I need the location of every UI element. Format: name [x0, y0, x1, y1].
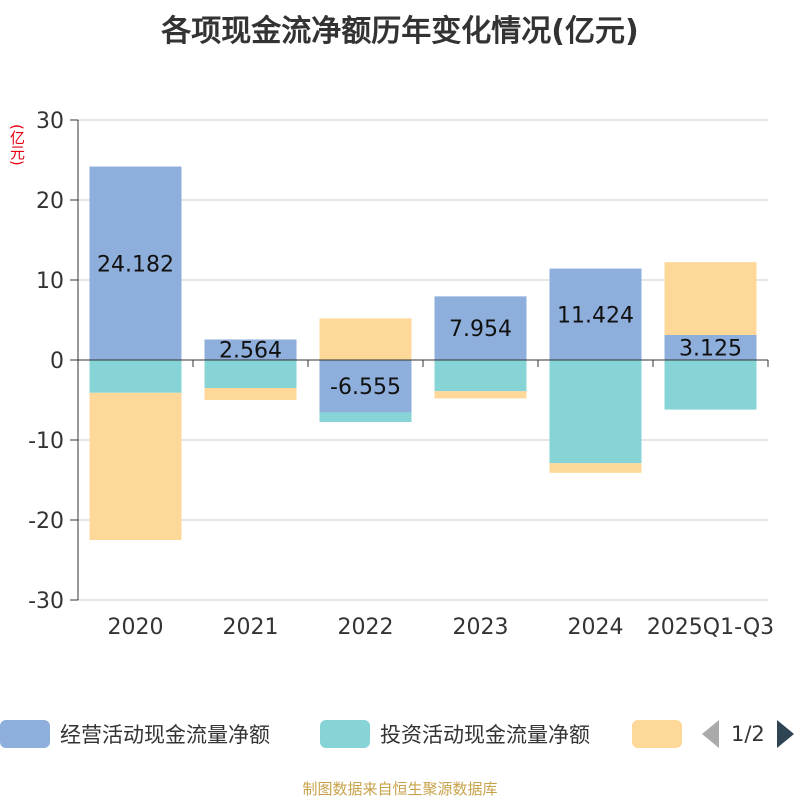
y-tick-label: 0: [50, 349, 64, 374]
legend-label-investing: 投资活动现金流量净额: [380, 723, 590, 747]
legend-pager: 1/2: [702, 712, 794, 756]
legend-swatch-third-series: [632, 720, 682, 748]
bar-operating-2025Q1-Q3: [664, 335, 757, 360]
bar-third-series-2021: [204, 388, 297, 400]
bar-investing-2023: [434, 360, 527, 392]
data-label: 3.125: [679, 337, 742, 362]
chart-title: 各项现金流净额历年变化情况(亿元): [161, 14, 639, 49]
bar-third-series-2024: [549, 463, 642, 473]
bar-third-series-2020: [89, 392, 182, 540]
bar-third-series-2025Q1-Q3: [664, 262, 757, 335]
y-axis-unit-label: (亿元): [8, 124, 26, 166]
legend-swatch-operating: [0, 720, 50, 748]
y-tick-label: 30: [36, 109, 64, 134]
legend-prev-page-icon[interactable]: [702, 720, 719, 748]
bar-operating-2021: [204, 339, 297, 360]
x-tick-label: 2021: [223, 615, 279, 640]
legend-page-indicator: 1/2: [731, 722, 765, 746]
bar-investing-2021: [204, 360, 297, 388]
x-tick-label: 2024: [568, 615, 624, 640]
x-tick-label: 2020: [108, 615, 164, 640]
y-tick-label: 20: [36, 189, 64, 214]
y-tick-label: -20: [28, 509, 64, 534]
legend-label-operating: 经营活动现金流量净额: [60, 723, 270, 747]
legend-next-page-icon[interactable]: [776, 720, 794, 748]
data-label: 7.954: [449, 317, 512, 342]
bar-investing-2024: [549, 360, 642, 464]
bar-investing-2020: [89, 360, 182, 393]
bar-third-series-2022: [319, 318, 412, 360]
data-label: 2.564: [219, 339, 282, 364]
data-label: 24.182: [97, 252, 174, 277]
bar-operating-2020: [89, 166, 182, 360]
bar-operating-2023: [434, 296, 527, 360]
y-tick-label: -10: [28, 429, 64, 454]
y-tick-label: -30: [28, 589, 64, 614]
x-tick-label: 2023: [453, 615, 509, 640]
x-tick-label: 2022: [338, 615, 394, 640]
bar-investing-2022: [319, 412, 412, 423]
data-label: -6.555: [330, 375, 401, 400]
stacked-bar-chart: 30 20 10 0 -10 -20 -30 2020 2021 2022 2023 2024 2025…: [28, 109, 774, 640]
legend: 经营活动现金流量净额 投资活动现金流量净额 1/2: [0, 712, 800, 756]
y-tick-label: 10: [36, 269, 64, 294]
bar-operating-2024: [549, 268, 642, 360]
x-tick-label: 2025Q1-Q3: [647, 615, 774, 640]
legend-item-investing[interactable]: 投资活动现金流量净额: [320, 712, 590, 756]
data-label: 11.424: [557, 303, 634, 328]
bar-operating-2022: [319, 360, 412, 413]
legend-item-operating[interactable]: 经营活动现金流量净额: [0, 712, 270, 756]
bar-third-series-2023: [434, 391, 527, 399]
data-source-note: 制图数据来自恒生聚源数据库: [302, 780, 498, 798]
bar-investing-2025Q1-Q3: [664, 360, 757, 410]
legend-swatch-investing: [320, 720, 370, 748]
legend-item-third-series[interactable]: [632, 712, 682, 756]
